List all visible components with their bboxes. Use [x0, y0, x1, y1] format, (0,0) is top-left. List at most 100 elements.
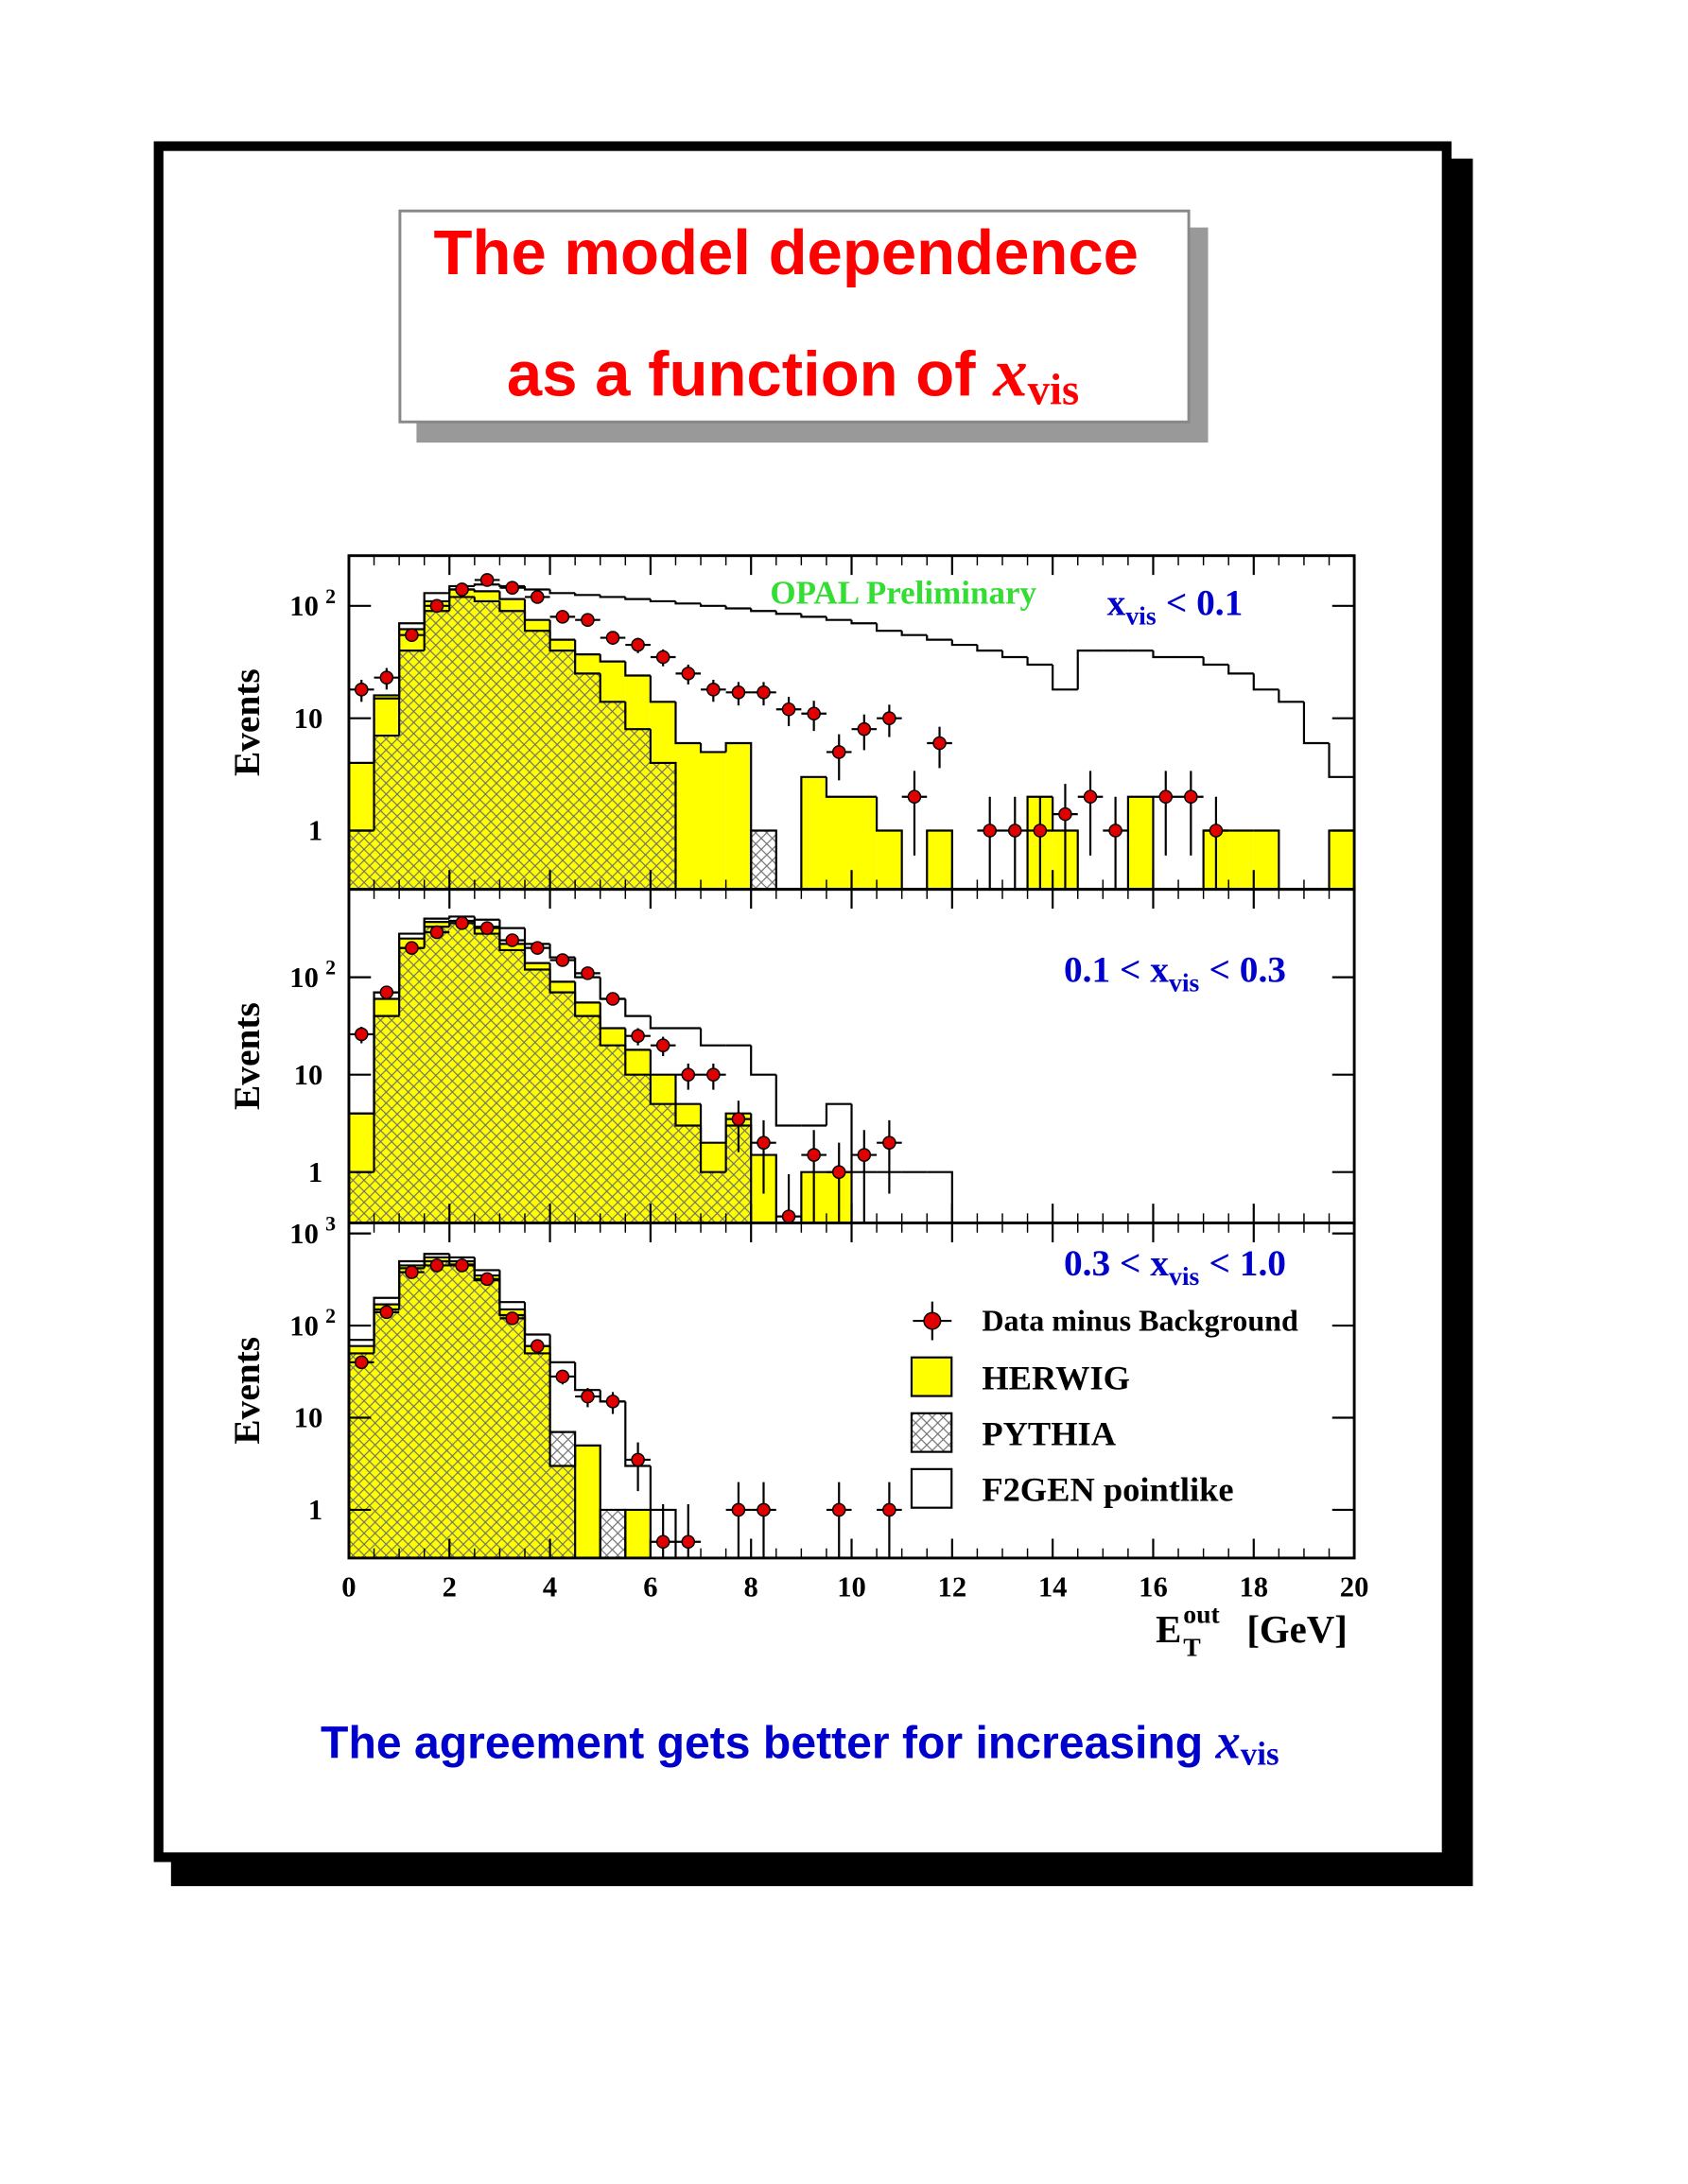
- title-line1: The model dependence: [434, 217, 1139, 288]
- data-point: [474, 921, 500, 935]
- pythia-bar: [600, 1509, 626, 1558]
- pythia-bar: [449, 923, 475, 1223]
- herwig-bar: [575, 1445, 600, 1558]
- histogram-step: [1252, 673, 1279, 691]
- histogram-step: [699, 1125, 726, 1173]
- histogram-step: [750, 829, 777, 890]
- data-marker: [405, 941, 419, 955]
- data-marker: [781, 1209, 796, 1223]
- pythia-bar: [549, 992, 576, 1223]
- y-tick-label: 1: [308, 1494, 322, 1526]
- histogram-step: [473, 916, 500, 921]
- data-marker: [605, 992, 620, 1006]
- herwig-bar: [927, 830, 952, 890]
- data-marker: [555, 1369, 570, 1384]
- data-marker: [1108, 823, 1122, 838]
- histogram-step: [548, 589, 576, 595]
- data-marker: [631, 1452, 645, 1467]
- histogram-step: [473, 923, 500, 935]
- data-point: [499, 1311, 526, 1326]
- y-tick-label: 10: [294, 702, 323, 735]
- data-point: [650, 1504, 676, 1558]
- x-tick-label: 8: [744, 1571, 758, 1603]
- data-point: [625, 1442, 651, 1492]
- title-line2: as a function of xvis: [507, 335, 1079, 415]
- histogram-step: [800, 1170, 827, 1223]
- annotation: 0.1 < xvis < 0.3: [1064, 948, 1286, 997]
- histogram-step: [423, 1253, 450, 1261]
- histogram-step: [649, 1074, 676, 1105]
- histogram-step: [774, 1074, 802, 1127]
- histogram-step: [498, 591, 526, 600]
- histogram-step: [348, 1344, 374, 1558]
- data-point: [801, 701, 827, 732]
- histogram-step: [649, 675, 676, 703]
- plot: [348, 915, 953, 1223]
- data-point: [424, 1258, 450, 1273]
- data-point: [775, 1173, 802, 1223]
- data-point: [600, 1392, 626, 1414]
- annotation-sub: vis: [1125, 601, 1157, 631]
- data-point: [449, 916, 475, 930]
- data-marker: [655, 1534, 670, 1550]
- data-point: [575, 613, 600, 627]
- histogram-step: [348, 1352, 374, 1558]
- data-marker: [379, 1305, 394, 1320]
- data-point: [877, 1482, 902, 1558]
- herwig-bar: [851, 796, 878, 890]
- data-point: [525, 590, 550, 604]
- footer-symbol-sub: vis: [1241, 1736, 1279, 1773]
- data-point: [549, 1369, 576, 1385]
- pythia-bar: [399, 1268, 425, 1558]
- histogram-step: [574, 1361, 600, 1392]
- histogram-step: [348, 1112, 374, 1223]
- herwig-bar: [625, 1509, 651, 1558]
- data-marker: [831, 1165, 846, 1179]
- herwig-bar: [1127, 796, 1154, 890]
- herwig-bar: [801, 776, 827, 890]
- histogram-step: [926, 634, 952, 641]
- data-marker: [681, 1067, 696, 1082]
- pythia-bar: [751, 830, 776, 890]
- legend-swatch: [910, 1412, 953, 1453]
- footer-text: The agreement gets better for increasing: [321, 1717, 1203, 1768]
- data-point: [650, 649, 676, 667]
- histogram-step: [599, 1015, 626, 1047]
- data-point: [600, 992, 626, 1006]
- data-marker: [1033, 823, 1048, 838]
- histogram-step: [599, 1508, 627, 1558]
- y-tick-label: 10: [294, 1402, 323, 1434]
- histogram-step: [750, 1045, 776, 1076]
- histogram-step: [498, 600, 526, 613]
- histogram-step: [674, 600, 702, 605]
- data-marker: [505, 933, 520, 947]
- x-tick-label: 12: [938, 1571, 967, 1603]
- histogram-step: [926, 829, 953, 890]
- y-tick-label: 10: [294, 1059, 323, 1091]
- data-point: [675, 1504, 702, 1558]
- data-marker: [379, 985, 394, 999]
- data-marker: [1083, 789, 1098, 805]
- data-marker: [882, 1135, 896, 1150]
- y-tick-exponent: 3: [325, 1213, 336, 1236]
- pythia-bar: [525, 1353, 550, 1558]
- pythia-bar: [474, 933, 500, 1223]
- herwig-bar: [1329, 830, 1355, 890]
- histogram-step: [473, 597, 500, 603]
- herwig-bar: [826, 796, 852, 890]
- pythia-bar: [499, 611, 526, 890]
- histogram-step: [850, 619, 878, 625]
- data-point: [851, 714, 878, 751]
- data-marker: [731, 685, 746, 700]
- histogram-step: [1227, 664, 1254, 675]
- y-tick-label: 10: [289, 590, 319, 622]
- pythia-bar: [449, 1264, 475, 1558]
- herwig-bar: [877, 830, 902, 890]
- data-marker: [857, 1148, 872, 1162]
- histogram-step: [599, 595, 626, 598]
- histogram-step: [373, 697, 400, 763]
- histogram-step: [1328, 743, 1355, 890]
- x-tick-label: 10: [837, 1571, 866, 1603]
- data-point: [600, 631, 626, 646]
- data-marker: [505, 1311, 520, 1326]
